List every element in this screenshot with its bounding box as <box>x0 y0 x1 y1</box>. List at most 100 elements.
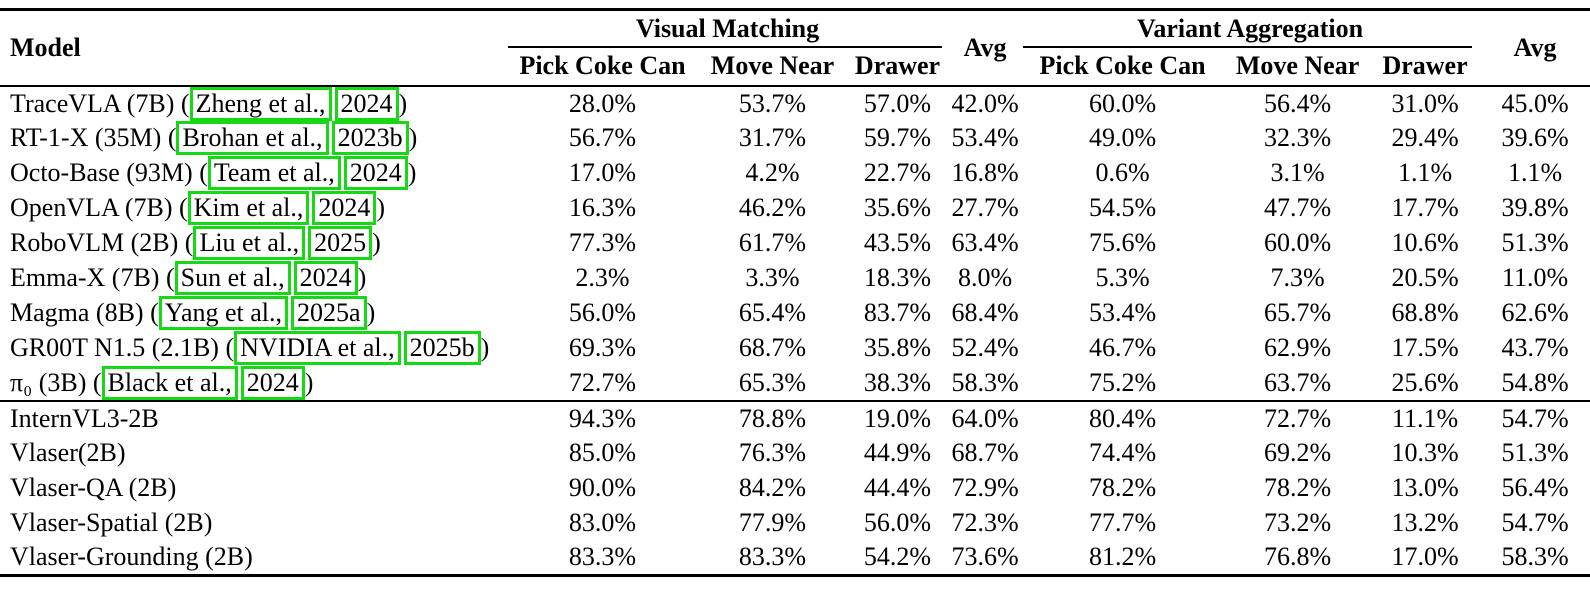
cell-va-avg: 45.0% <box>1501 88 1569 118</box>
model-name: InternVL3-2B <box>10 403 159 433</box>
citation-year-link[interactable]: 2025 <box>308 226 373 261</box>
table-row: Vlaser-QA (2B) 90.0% 84.2% 44.4% 72.9% 78.2% 7… <box>0 471 1590 506</box>
cell-vm-drawer: 44.4% <box>863 473 932 502</box>
cell-vm-drawer: 44.9% <box>863 438 932 467</box>
cell-vm-move-near: 84.2% <box>738 473 807 502</box>
cell-va-avg: 39.6% <box>1501 123 1569 152</box>
cell-vm-drawer: 59.7% <box>863 123 932 152</box>
table-row: Magma (8B) (Yang et al., 2025a) 56.0% 65.4%… <box>0 296 1590 331</box>
model-name: Octo-Base (93M) <box>10 158 193 187</box>
cell-va-pick-coke-can: 54.5% <box>1088 193 1157 222</box>
cell-va-avg: 54.7% <box>1480 399 1590 436</box>
model-name: π₀ (3B) <box>10 367 87 397</box>
cell-vm-drawer: 19.0% <box>845 399 951 436</box>
citation-authors-link[interactable]: NVIDIA et al., <box>234 331 401 366</box>
model-name: Vlaser-Spatial (2B) <box>10 508 213 537</box>
cell-vm-pick-coke-can: 72.7% <box>568 367 637 397</box>
cell-va-drawer: 13.0% <box>1391 473 1459 502</box>
cell-vm-move-near: 68.7% <box>738 333 807 362</box>
cell-va-drawer: 68.8% <box>1391 298 1459 327</box>
cell-va-drawer: 31.0% <box>1391 88 1459 118</box>
table-row: GR00T N1.5 (2.1B) (NVIDIA et al., 2025b) 6… <box>0 331 1590 366</box>
citation-year-link[interactable]: 2025a <box>291 296 367 331</box>
cell-vm-drawer: 22.7% <box>863 158 932 187</box>
cell-va-move-near: 47.7% <box>1263 193 1332 222</box>
cell-vm-pick-coke-can: 83.0% <box>568 508 637 537</box>
cell-va-drawer: 13.2% <box>1391 508 1459 537</box>
cell-vm-avg: 73.6% <box>951 542 1019 572</box>
model-name-cell: RoboVLM (2B) (Liu et al., 2025) <box>0 226 505 261</box>
citation-authors-link[interactable]: Yang et al., <box>158 296 289 331</box>
cell-vm-move-near: 83.3% <box>738 542 807 572</box>
cell-vm-move-near: 76.3% <box>738 438 807 467</box>
citation-authors-link[interactable]: Sun et al., <box>174 261 291 296</box>
model-name-cell: π₀ (3B) (Black et al., 2024) <box>0 365 505 401</box>
cell-va-move-near: 56.4% <box>1263 88 1332 118</box>
table-row: OpenVLA (7B) (Kim et al., 2024) 16.3% 46.2%… <box>0 191 1590 226</box>
cell-va-drawer: 20.5% <box>1391 263 1459 292</box>
cell-va-pick-coke-can: 75.6% <box>1088 228 1157 257</box>
cell-va-move-near: 32.3% <box>1263 123 1332 152</box>
cell-va-move-near: 65.7% <box>1263 298 1332 327</box>
citation-year-link[interactable]: 2023b <box>331 121 409 156</box>
model-name-cell: Vlaser-Spatial (2B) <box>0 506 505 541</box>
citation-authors-link[interactable]: Brohan et al., <box>176 121 329 156</box>
group-header-visual-matching: Visual Matching <box>505 10 950 48</box>
cell-va-drawer: 1.1% <box>1397 158 1453 187</box>
cell-va-move-near: 69.2% <box>1263 438 1332 467</box>
cell-va-avg: 62.6% <box>1501 298 1569 327</box>
table-row: Vlaser-Spatial (2B) 83.0% 77.9% 56.0% 72.3% 7… <box>0 506 1590 541</box>
model-name: Vlaser-Grounding (2B) <box>10 542 253 572</box>
table-body: TraceVLA (7B) (Zheng et al., 2024) 28.0% 53… <box>0 86 1590 576</box>
cell-va-drawer: 17.0% <box>1391 542 1459 572</box>
cell-vm-avg: 68.4% <box>951 298 1019 327</box>
cell-vm-move-near: 78.8% <box>700 399 845 436</box>
cell-vm-avg: 63.4% <box>951 228 1019 257</box>
citation-authors-link[interactable]: Liu et al., <box>193 226 306 261</box>
cell-va-move-near: 63.7% <box>1263 367 1332 397</box>
table-row: InternVL3-2B 94.3% 78.8% 19.0% 64.0% 80.4% 72.… <box>0 399 1590 436</box>
citation-year-link[interactable]: 2024 <box>334 86 399 121</box>
cell-va-move-near: 76.8% <box>1263 542 1332 572</box>
cell-va-pick-coke-can: 78.2% <box>1088 473 1157 502</box>
citation-year-link[interactable]: 2024 <box>312 191 377 226</box>
column-header-avg-visual-matching: Avg <box>950 9 1021 87</box>
table-row: RoboVLM (2B) (Liu et al., 2025) 77.3% 61.7%… <box>0 226 1590 261</box>
cell-vm-drawer: 18.3% <box>863 263 932 292</box>
model-name-cell: Octo-Base (93M) (Team et al., 2024) <box>0 156 505 191</box>
cell-vm-drawer: 43.5% <box>863 228 932 257</box>
cell-va-avg: 43.7% <box>1501 333 1569 362</box>
model-name-cell: RT-1-X (35M) (Brohan et al., 2023b) <box>0 121 505 156</box>
cell-va-move-near: 7.3% <box>1270 263 1325 292</box>
subheader-va-move-near: Move Near <box>1225 47 1371 87</box>
cell-vm-move-near: 4.2% <box>745 158 800 187</box>
cell-vm-pick-coke-can: 83.3% <box>568 542 637 572</box>
cell-vm-move-near: 77.9% <box>738 508 807 537</box>
citation-year-link[interactable]: 2025b <box>403 331 481 366</box>
citation-authors-link[interactable]: Kim et al., <box>187 191 310 226</box>
cell-vm-avg: 58.3% <box>951 367 1019 397</box>
cell-vm-drawer: 83.7% <box>863 298 932 327</box>
citation-year-link[interactable]: 2024 <box>343 156 408 191</box>
citation-authors-link[interactable]: Black et al., <box>101 365 238 400</box>
cell-vm-move-near: 46.2% <box>738 193 807 222</box>
cell-va-pick-coke-can: 49.0% <box>1088 123 1157 152</box>
cell-vm-pick-coke-can: 69.3% <box>568 333 637 362</box>
citation-year-link[interactable]: 2024 <box>293 261 358 296</box>
cell-vm-avg: 72.3% <box>951 508 1019 537</box>
cell-va-pick-coke-can: 53.4% <box>1088 298 1157 327</box>
cell-vm-avg: 27.7% <box>951 193 1019 222</box>
model-name: TraceVLA (7B) <box>10 88 175 118</box>
model-name: GR00T N1.5 (2.1B) <box>10 333 219 362</box>
citation-authors-link[interactable]: Zheng et al., <box>189 86 332 121</box>
cell-va-avg: 1.1% <box>1507 158 1563 187</box>
cell-va-pick-coke-can: 5.3% <box>1095 263 1150 292</box>
cell-va-drawer: 10.6% <box>1391 228 1459 257</box>
citation-authors-link[interactable]: Team et al., <box>207 156 341 191</box>
cell-vm-move-near: 3.3% <box>745 263 800 292</box>
cell-va-move-near: 72.7% <box>1225 399 1371 436</box>
cell-va-pick-coke-can: 81.2% <box>1088 542 1157 572</box>
citation-year-link[interactable]: 2024 <box>240 365 305 400</box>
cell-vm-avg: 72.9% <box>951 473 1019 502</box>
cell-va-drawer: 17.5% <box>1391 333 1459 362</box>
